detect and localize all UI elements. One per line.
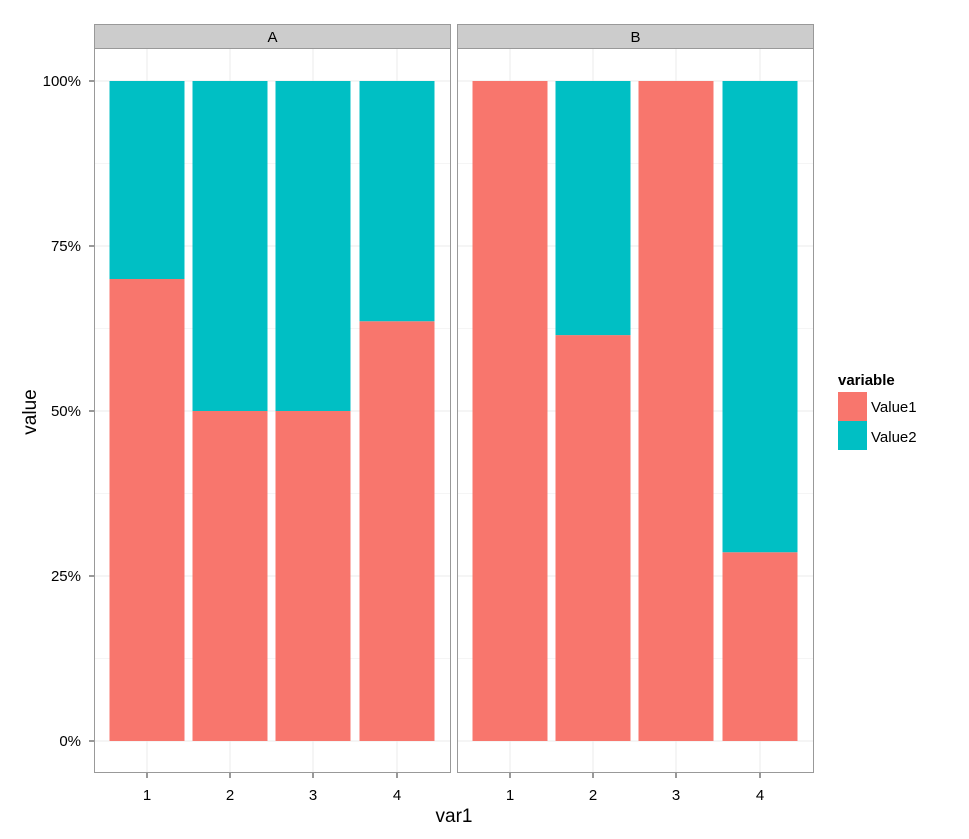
facet-strip — [457, 24, 814, 49]
bar-a-4-value2 — [359, 81, 435, 322]
x-tick-label: 4 — [756, 787, 764, 804]
legend-label-value1: Value1 — [871, 399, 917, 416]
x-tick-label: 1 — [143, 787, 151, 804]
bar-a-2-value2 — [192, 81, 268, 411]
bar-b-4-value1 — [722, 552, 798, 741]
bar-a-3-value2 — [275, 81, 351, 411]
x-tick-label: 3 — [672, 787, 680, 804]
x-tick-label: 4 — [393, 787, 401, 804]
bar-a-3-value1 — [275, 411, 351, 741]
bar-b-2-value2 — [555, 81, 631, 336]
y-tick-label: 0% — [59, 733, 81, 750]
legend-label-value2: Value2 — [871, 429, 917, 446]
legend: variable Value1 Value2 — [838, 372, 917, 450]
y-tick-label: 75% — [51, 238, 81, 255]
bar-b-1-value1 — [472, 81, 548, 741]
y-tick-label: 25% — [51, 568, 81, 585]
y-tick-label: 100% — [43, 73, 81, 90]
bar-b-2-value1 — [555, 335, 631, 741]
facet-panel-b: B — [457, 24, 814, 773]
y-axis: 0% 25% 50% 75% 100% — [43, 73, 94, 750]
facet-panel-a: A — [94, 24, 451, 773]
x-axis-title: var1 — [436, 806, 473, 827]
x-tick-label: 3 — [309, 787, 317, 804]
y-axis-title: value — [20, 389, 41, 434]
x-axes: 1 2 3 4 1 2 3 4 — [143, 773, 764, 804]
legend-title: variable — [838, 372, 895, 389]
x-tick-label: 2 — [226, 787, 234, 804]
bar-a-2-value1 — [192, 411, 268, 741]
bar-a-4-value1 — [359, 321, 435, 741]
facet-strip-label: A — [267, 29, 277, 46]
legend-swatch-value1 — [838, 392, 867, 421]
legend-swatch-value2 — [838, 421, 867, 450]
x-tick-label: 1 — [506, 787, 514, 804]
bar-a-1-value2 — [109, 81, 185, 279]
facet-strip — [94, 24, 451, 49]
x-tick-label: 2 — [589, 787, 597, 804]
bar-b-4-value2 — [722, 81, 798, 553]
facet-strip-label: B — [630, 29, 640, 46]
bar-b-3-value1 — [638, 81, 714, 741]
bar-a-1-value1 — [109, 279, 185, 741]
y-tick-label: 50% — [51, 403, 81, 420]
